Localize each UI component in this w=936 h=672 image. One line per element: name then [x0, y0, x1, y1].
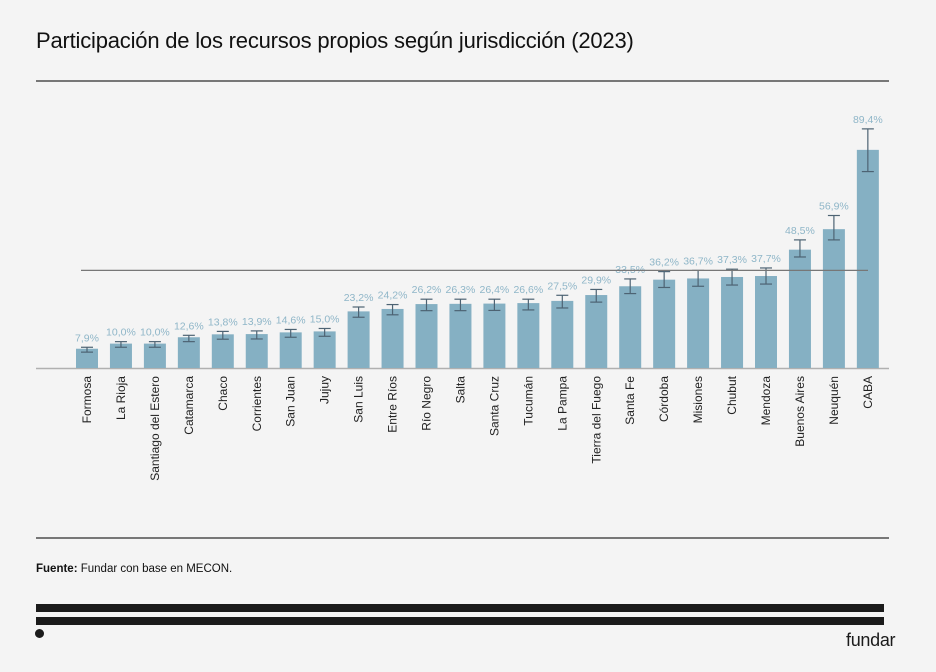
bar	[687, 278, 710, 368]
x-tick-label: Buenos Aires	[793, 376, 807, 447]
brand-dot-icon	[35, 629, 44, 638]
bar	[517, 303, 540, 368]
x-tick-label: Misiones	[691, 376, 705, 423]
x-tick-label: Córdoba	[657, 376, 671, 422]
x-tick-label: CABA	[861, 376, 875, 409]
chart-title: Participación de los recursos propios se…	[36, 28, 634, 53]
data-label: 27,5%	[547, 280, 577, 292]
x-tick-label: Santiago del Estero	[148, 376, 162, 481]
x-tick-label: San Luis	[352, 376, 366, 423]
top-divider	[36, 80, 889, 82]
x-tick-label: Jujuy	[318, 376, 332, 404]
bar	[245, 334, 268, 368]
x-tick-label: Tucumán	[521, 376, 535, 426]
bottom-divider	[36, 537, 889, 539]
x-tick-label: La Rioja	[114, 376, 128, 420]
data-label: 36,7%	[683, 255, 713, 267]
bar	[109, 343, 132, 368]
x-tick-label: Chaco	[216, 376, 230, 411]
bar	[381, 308, 404, 368]
source-text: Fundar con base en MECON.	[77, 563, 233, 575]
bar	[788, 249, 811, 368]
x-tick-label: Chubut	[725, 375, 739, 414]
x-tick-label: Santa Cruz	[487, 376, 501, 436]
bar	[449, 303, 472, 368]
brand-stripe-top	[36, 604, 884, 612]
data-label: 7,9%	[75, 332, 99, 344]
data-label: 89,4%	[853, 114, 883, 126]
bar	[211, 334, 234, 368]
bar	[279, 332, 302, 368]
fundar-logo: fundar	[846, 630, 896, 650]
bar-chart: 7,9% Formosa 10,0% La Rioja 10,0% Santiago de…	[36, 114, 889, 481]
x-tick-label: Neuquén	[827, 376, 841, 425]
bar	[551, 300, 574, 368]
data-label: 23,2%	[344, 292, 374, 304]
bar	[76, 348, 98, 368]
bar	[415, 304, 438, 368]
bar	[721, 276, 744, 368]
x-tick-label: Mendoza	[759, 376, 773, 426]
brand-stripe-bottom	[36, 617, 884, 625]
data-label: 26,4%	[480, 284, 510, 296]
data-label: 10,0%	[140, 327, 170, 339]
source-note: Fuente: Fundar con base en MECON.	[36, 563, 232, 575]
data-label: 13,8%	[208, 316, 238, 328]
bar	[585, 295, 608, 368]
data-label: 29,9%	[581, 274, 611, 286]
x-tick-label: Formosa	[80, 376, 94, 424]
bar	[347, 311, 370, 368]
bar	[755, 276, 777, 368]
data-label: 14,6%	[276, 314, 306, 326]
source-label: Fuente:	[36, 563, 78, 575]
bar	[143, 343, 166, 368]
x-tick-label: Tierra del Fuego	[589, 376, 603, 464]
x-tick-label: Santa Fe	[623, 376, 637, 425]
data-label: 26,6%	[513, 284, 543, 296]
data-label: 26,3%	[446, 284, 476, 296]
bar	[653, 279, 676, 368]
x-tick-label: San Juan	[284, 376, 298, 427]
bar	[313, 331, 336, 368]
data-label: 12,6%	[174, 320, 204, 332]
x-tick-label: Catamarca	[182, 376, 196, 435]
bar	[177, 337, 200, 368]
data-label: 37,3%	[717, 254, 747, 266]
data-label: 37,7%	[751, 253, 781, 265]
data-label: 36,2%	[649, 257, 679, 269]
bar	[483, 303, 506, 368]
data-label: 24,2%	[378, 290, 408, 302]
x-tick-label: Río Negro	[420, 376, 434, 431]
data-label: 10,0%	[106, 327, 136, 339]
bar	[856, 149, 879, 368]
data-label: 48,5%	[785, 225, 815, 237]
x-tick-label: Corrientes	[250, 376, 264, 431]
x-tick-label: Entre Ríos	[386, 376, 400, 433]
x-tick-label: La Pampa	[555, 376, 569, 431]
bar	[822, 229, 845, 368]
bar	[619, 286, 642, 368]
x-tick-label: Salta	[453, 376, 467, 404]
data-label: 56,9%	[819, 201, 849, 213]
data-label: 26,2%	[412, 284, 442, 296]
data-label: 15,0%	[310, 313, 340, 325]
data-label: 13,9%	[242, 316, 272, 328]
